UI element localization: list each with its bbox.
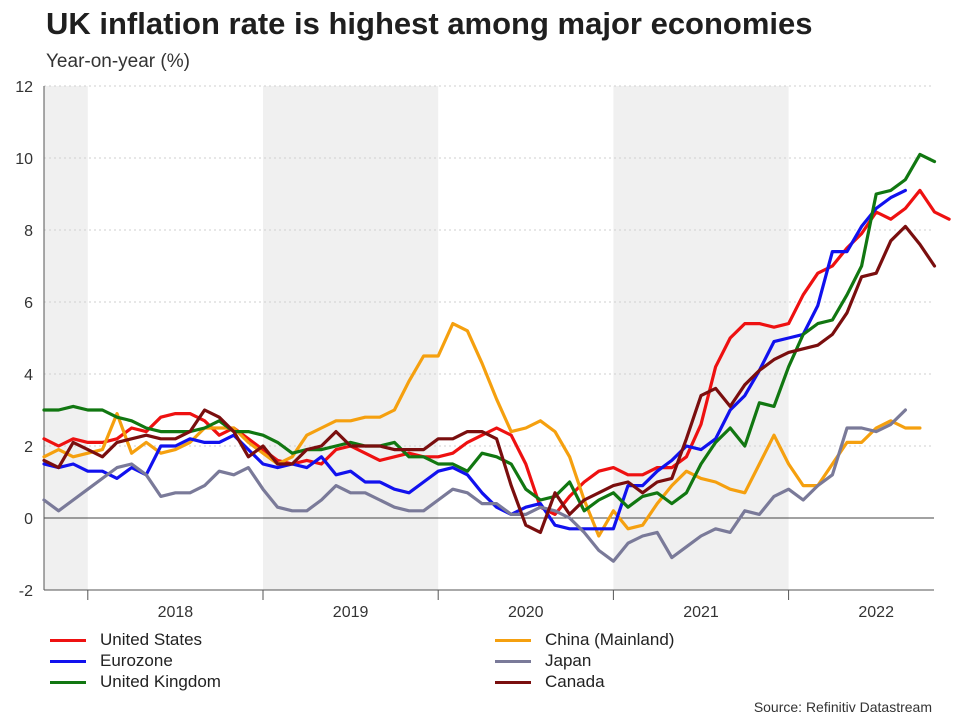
y-tick-label: 4 (24, 367, 33, 384)
y-tick-label: -2 (19, 583, 33, 600)
legend-label: Japan (545, 651, 592, 670)
legend-swatch-united-states (50, 638, 86, 642)
series-line-eurozone (42, 188, 908, 531)
legend-item-eurozone[interactable]: Eurozone (50, 651, 173, 671)
x-tick-label: 2019 (333, 604, 369, 621)
shaded-band (262, 86, 439, 590)
y-tick-label: 10 (15, 151, 33, 168)
legend-label: Eurozone (100, 651, 173, 670)
series-lines (42, 152, 951, 563)
legend-label: China (Mainland) (545, 630, 675, 649)
shaded-year-bands (44, 86, 789, 590)
legend-label: United Kingdom (100, 672, 221, 691)
series-line-china-mainland (42, 322, 922, 538)
shaded-band (613, 86, 789, 590)
page-title: UK inflation rate is highest among major… (46, 6, 813, 41)
x-tick-label: 2020 (508, 604, 544, 621)
legend-item-united-states[interactable]: United States (50, 630, 202, 650)
x-tick-label: 2021 (683, 604, 719, 621)
source-note: Source: Refinitiv Datastream (753, 699, 932, 715)
axes: -2 0 2 4 6 8 10 12 2018 2019 2020 2021 2022 (15, 79, 934, 621)
series-line-united-states (42, 188, 951, 517)
y-axis-unit-label: Year-on-year (%) (46, 51, 190, 72)
legend-item-united-kingdom[interactable]: United Kingdom (50, 672, 221, 692)
legend-label: United States (100, 630, 203, 649)
series-line-japan (42, 408, 908, 563)
y-tick-label: 2 (24, 439, 33, 456)
legend-label: Canada (545, 672, 605, 691)
x-tick-label: 2018 (158, 604, 194, 621)
series-line-united-kingdom (42, 152, 937, 513)
legend-swatch-china (495, 638, 531, 642)
y-tick-label: 8 (24, 223, 33, 240)
legend-item-china[interactable]: China (Mainland) (495, 630, 674, 650)
shaded-band (44, 86, 88, 590)
y-tick-label: 0 (24, 511, 33, 528)
y-tick-label: 12 (15, 79, 33, 96)
series-line-canada (42, 224, 937, 535)
legend-swatch-eurozone (50, 659, 86, 663)
x-tick-label: 2022 (858, 604, 894, 621)
legend-swatch-japan (495, 659, 531, 663)
legend-swatch-canada (495, 680, 531, 684)
y-tick-label: 6 (24, 295, 33, 312)
legend-item-japan[interactable]: Japan (495, 651, 591, 671)
legend-swatch-united-kingdom (50, 680, 86, 684)
legend-item-canada[interactable]: Canada (495, 672, 605, 692)
